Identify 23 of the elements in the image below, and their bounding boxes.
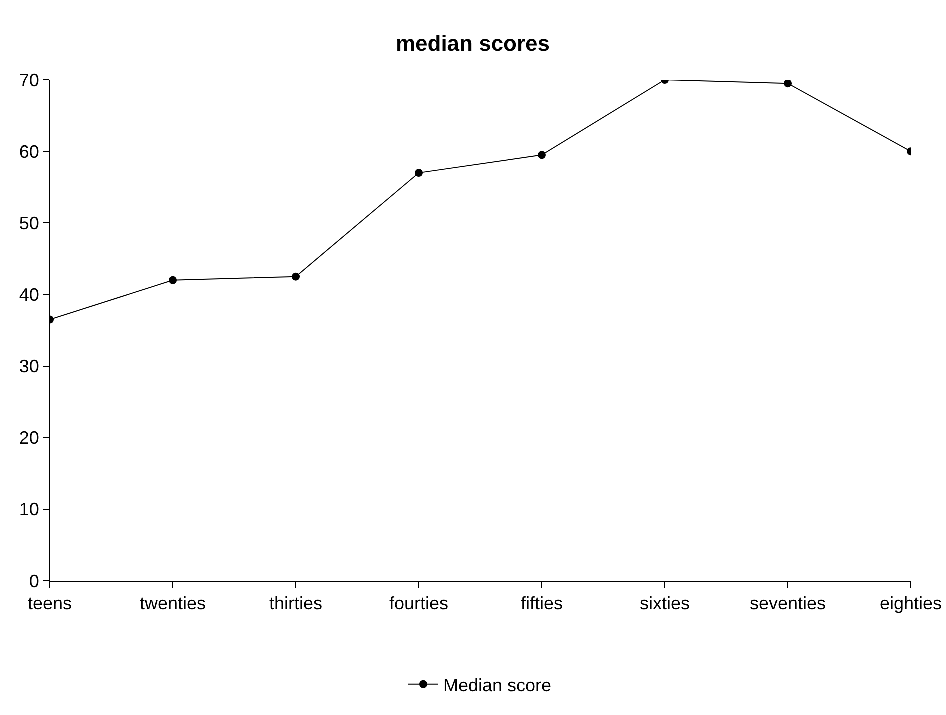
x-tick-label: eighties bbox=[880, 594, 942, 614]
point bbox=[784, 80, 792, 88]
y-tick-label: 30 bbox=[19, 356, 40, 377]
y-tick-label: 0 bbox=[29, 571, 40, 592]
x-tick-label: teens bbox=[28, 594, 72, 614]
x-tick-label: fourties bbox=[389, 594, 449, 614]
y-tick-label: 60 bbox=[19, 142, 40, 162]
y-tick-label: 10 bbox=[19, 500, 40, 520]
x-tick-label: thirties bbox=[269, 594, 323, 614]
point bbox=[292, 272, 300, 281]
y-tick-label: 20 bbox=[19, 428, 40, 448]
y-tick-label: 40 bbox=[19, 285, 40, 306]
legend-label: Median score bbox=[444, 675, 552, 696]
y-tick-label: 50 bbox=[19, 213, 40, 234]
point bbox=[538, 151, 546, 160]
x-tick-label: seventies bbox=[750, 594, 826, 614]
x-tick-label: sixties bbox=[640, 594, 690, 614]
chart-title: median scores bbox=[396, 31, 550, 56]
y-tick-label: 70 bbox=[19, 70, 40, 90]
point bbox=[169, 276, 177, 284]
x-tick-label: fifties bbox=[520, 594, 564, 614]
x-tick-label: twenties bbox=[140, 594, 206, 614]
point bbox=[415, 169, 423, 178]
